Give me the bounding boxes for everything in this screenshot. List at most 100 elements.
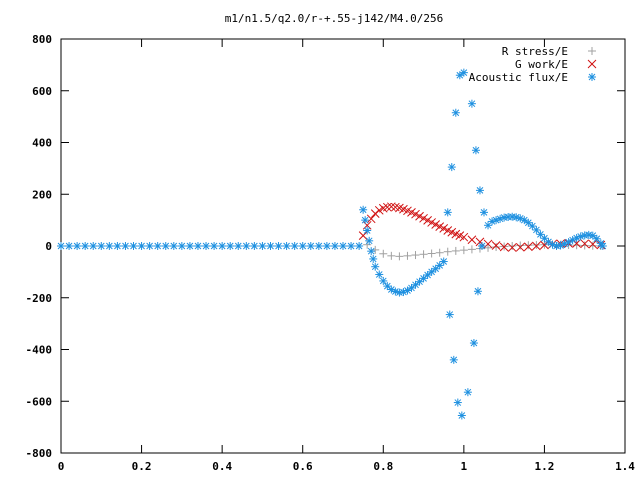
- axes: 0 0.2 0.4 0.6 0.8 1 1.2 1.4 -800 -600 -400 -200 0 200…: [26, 33, 636, 473]
- data-point: [500, 213, 509, 222]
- series-2: [57, 68, 607, 420]
- data-point: [431, 220, 441, 229]
- legend-label: Acoustic flux/E: [469, 71, 568, 84]
- data-point: [580, 241, 589, 250]
- data-point: [508, 242, 517, 250]
- data-point: [258, 242, 267, 250]
- data-point: [161, 242, 170, 250]
- data-point: [453, 398, 462, 407]
- data-point: [475, 237, 485, 247]
- data-point: [379, 276, 388, 285]
- chart-title: m1/n1.5/q2.0/r-+.55-j142/M4.0/256: [225, 12, 444, 25]
- x-tick-label: 0.8: [373, 460, 393, 473]
- data-point: [532, 241, 541, 251]
- data-point: [153, 242, 162, 250]
- data-point: [532, 240, 541, 249]
- legend-marker: [588, 47, 596, 55]
- data-point: [467, 245, 476, 254]
- data-point: [469, 339, 478, 348]
- data-point: [484, 243, 493, 252]
- data-point: [97, 242, 106, 250]
- data-point: [374, 205, 384, 215]
- data-point: [427, 267, 436, 276]
- data-point: [355, 242, 364, 250]
- data-point: [365, 236, 374, 245]
- y-tick-label: 200: [32, 188, 52, 201]
- data-point: [457, 411, 466, 420]
- y-tick-label: -600: [26, 395, 53, 408]
- data-point: [488, 217, 497, 226]
- data-point: [105, 242, 114, 250]
- data-point: [580, 239, 590, 249]
- data-point: [415, 211, 424, 221]
- data-point: [202, 242, 211, 250]
- data-point: [339, 242, 347, 250]
- data-point: [193, 242, 202, 250]
- data-point: [588, 239, 598, 249]
- data-point: [508, 212, 517, 221]
- data-point: [145, 242, 154, 250]
- data-point: [395, 252, 404, 261]
- x-tick-label: 0.2: [132, 460, 152, 473]
- y-tick-label: 800: [32, 33, 52, 46]
- y-tick-label: 0: [45, 240, 52, 253]
- data-point: [473, 287, 482, 296]
- data-point: [169, 242, 178, 250]
- y-tick-label: -800: [26, 447, 53, 460]
- data-point: [455, 71, 464, 80]
- data-point: [447, 163, 456, 172]
- y-tick-label: -400: [26, 344, 53, 357]
- x-tick-label: 1: [461, 460, 468, 473]
- data-point: [471, 146, 480, 155]
- x-tick-label: 0: [58, 460, 65, 473]
- data-point: [274, 242, 283, 250]
- data-point: [89, 242, 98, 250]
- data-point: [411, 280, 420, 289]
- data-point: [536, 230, 545, 239]
- data-point: [435, 248, 444, 257]
- data-point: [459, 68, 468, 77]
- data-point: [572, 241, 581, 250]
- data-point: [427, 218, 436, 227]
- data-point: [314, 242, 323, 250]
- data-point: [507, 243, 517, 252]
- data-point: [515, 242, 525, 252]
- data-point: [266, 242, 275, 250]
- data-point: [423, 216, 432, 225]
- data-point: [467, 235, 477, 245]
- y-tick-label: 400: [32, 137, 52, 150]
- data-point: [382, 202, 392, 212]
- series-layer: [57, 68, 607, 420]
- x-tick-label: 1.2: [534, 460, 554, 473]
- legend-marker: [588, 73, 596, 81]
- data-point: [347, 242, 356, 250]
- data-point: [129, 242, 138, 250]
- data-point: [363, 226, 372, 235]
- data-point: [403, 286, 412, 295]
- data-point: [218, 242, 227, 250]
- data-point: [427, 249, 436, 258]
- data-point: [588, 241, 597, 250]
- data-point: [467, 99, 476, 108]
- data-point: [552, 242, 561, 250]
- data-point: [451, 108, 460, 117]
- data-point: [480, 208, 488, 217]
- data-point: [516, 241, 525, 250]
- data-point: [483, 239, 493, 249]
- data-point: [423, 270, 432, 279]
- data-point: [419, 213, 428, 223]
- legend-label: R stress/E: [502, 45, 568, 58]
- y-tick-label: -200: [26, 292, 53, 305]
- data-point: [477, 242, 486, 250]
- data-point: [484, 221, 493, 230]
- data-point: [403, 251, 412, 260]
- data-point: [395, 288, 404, 297]
- data-point: [226, 242, 235, 250]
- x-tick-label: 0.6: [293, 460, 313, 473]
- data-point: [306, 242, 315, 250]
- data-point: [369, 254, 378, 263]
- data-point: [411, 209, 420, 219]
- data-point: [499, 242, 509, 252]
